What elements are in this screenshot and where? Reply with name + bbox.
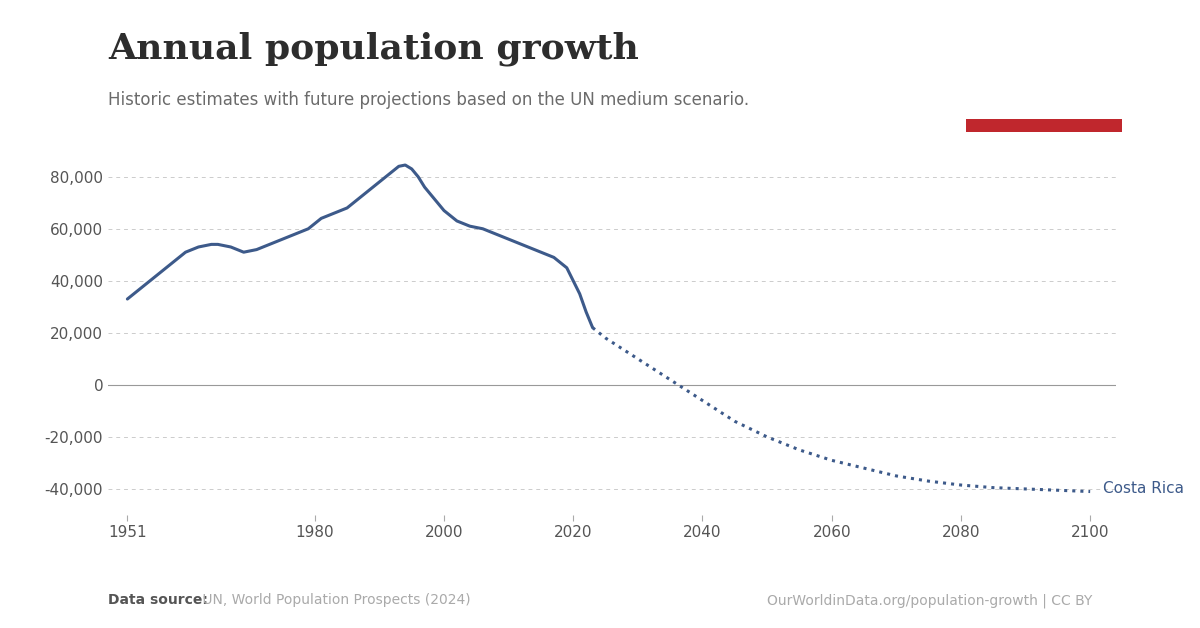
Text: UN, World Population Prospects (2024): UN, World Population Prospects (2024)	[198, 593, 470, 607]
Text: Data source:: Data source:	[108, 593, 208, 607]
Text: Historic estimates with future projections based on the UN medium scenario.: Historic estimates with future projectio…	[108, 91, 749, 109]
Bar	[966, 119, 1122, 132]
Text: Costa Rica: Costa Rica	[1103, 482, 1184, 497]
Text: Our World: Our World	[1001, 53, 1087, 68]
Text: OurWorldinData.org/population-growth | CC BY: OurWorldinData.org/population-growth | C…	[767, 593, 1092, 608]
Text: in Data: in Data	[1013, 82, 1075, 97]
Text: Annual population growth: Annual population growth	[108, 31, 638, 66]
